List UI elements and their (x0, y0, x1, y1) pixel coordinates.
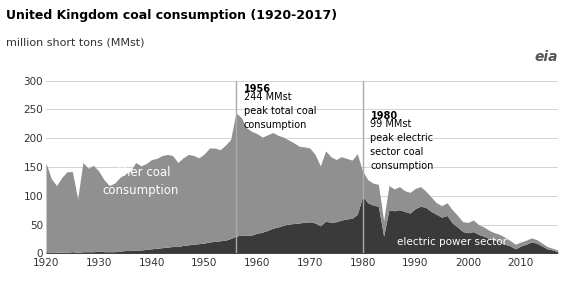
Text: other coal
consumption: other coal consumption (103, 166, 179, 197)
Text: United Kingdom coal consumption (1920-2017): United Kingdom coal consumption (1920-20… (6, 9, 337, 22)
Text: electric power sector: electric power sector (397, 237, 507, 247)
Text: 1980: 1980 (370, 111, 397, 121)
Text: 99 MMst
peak electric
sector coal
consumption: 99 MMst peak electric sector coal consum… (370, 119, 434, 171)
Text: 244 MMst
peak total coal
consumption: 244 MMst peak total coal consumption (244, 92, 316, 130)
Text: 1956: 1956 (244, 84, 271, 94)
Text: million short tons (MMst): million short tons (MMst) (6, 37, 144, 48)
Text: eia: eia (534, 50, 558, 64)
